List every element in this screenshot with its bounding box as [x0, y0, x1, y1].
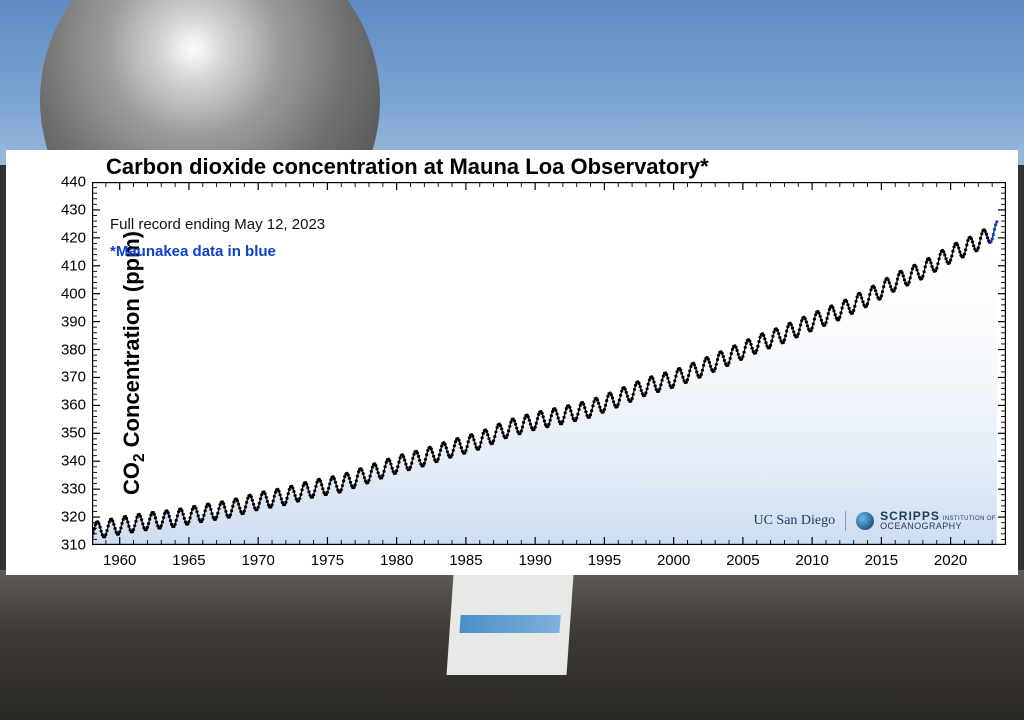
y-tick-label: 410: [61, 257, 90, 274]
y-tick-label: 330: [61, 481, 90, 498]
y-tick-label: 370: [61, 369, 90, 386]
y-tick-label: 350: [61, 425, 90, 442]
y-tick-label: 380: [61, 341, 90, 358]
ucsd-logo-text: UC San Diego: [753, 513, 835, 529]
y-tick-label: 440: [61, 174, 90, 191]
plot-area: [92, 182, 1006, 545]
globe-icon: [856, 512, 874, 530]
y-tick-label: 400: [61, 285, 90, 302]
chart-note: *Maunakea data in blue: [110, 243, 276, 260]
y-tick-label: 340: [61, 453, 90, 470]
x-tick-label: 1975: [311, 552, 344, 569]
x-tick-label: 1995: [588, 552, 621, 569]
x-tick-label: 2005: [726, 552, 759, 569]
scripps-tagline-2: OCEANOGRAPHY: [880, 521, 962, 531]
x-tick-label: 2010: [795, 552, 828, 569]
x-tick-label: 2020: [934, 552, 967, 569]
x-tick-label: 2000: [657, 552, 690, 569]
plot-svg: [92, 182, 1006, 545]
attribution: UC San Diego SCRIPPS INSTITUTION OF OCEA…: [753, 510, 996, 531]
x-tick-label: 1970: [241, 552, 274, 569]
chart-title: Carbon dioxide concentration at Mauna Lo…: [106, 154, 998, 180]
keeling-curve-chart: Carbon dioxide concentration at Mauna Lo…: [6, 150, 1018, 575]
attribution-divider: [845, 511, 846, 531]
y-tick-label: 430: [61, 201, 90, 218]
y-tick-label: 390: [61, 313, 90, 330]
y-tick-label: 360: [61, 397, 90, 414]
chart-subtitle: Full record ending May 12, 2023: [110, 216, 325, 233]
y-tick-label: 320: [61, 509, 90, 526]
x-tick-label: 1980: [380, 552, 413, 569]
x-tick-label: 2015: [865, 552, 898, 569]
foreground-sign: [447, 575, 574, 675]
y-tick-label: 420: [61, 229, 90, 246]
x-tick-label: 1990: [518, 552, 551, 569]
scripps-logo: SCRIPPS INSTITUTION OF OCEANOGRAPHY: [856, 510, 996, 531]
x-tick-label: 1965: [172, 552, 205, 569]
x-tick-label: 1985: [449, 552, 482, 569]
x-tick-label: 1960: [103, 552, 136, 569]
y-tick-label: 310: [61, 537, 90, 554]
